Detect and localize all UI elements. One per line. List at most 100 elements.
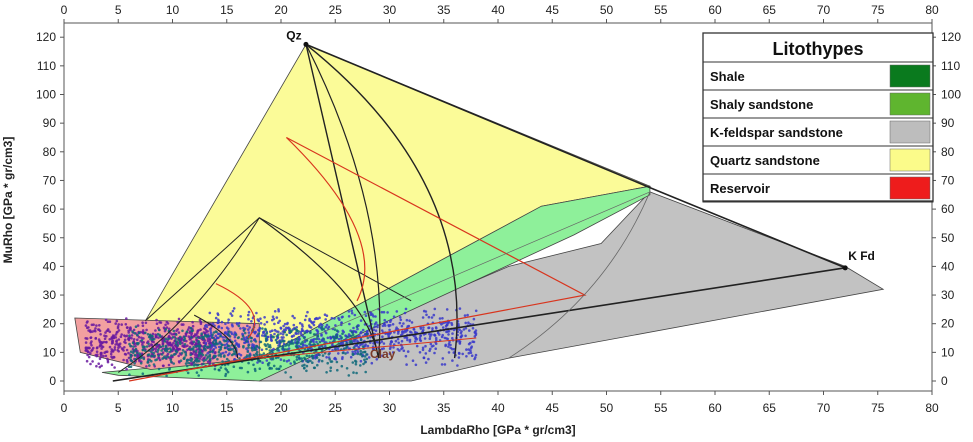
annotation-qz: Qz	[286, 28, 301, 42]
blue-data-point	[473, 357, 476, 361]
teal-data-point	[206, 357, 209, 360]
x-tick-label-top: 25	[329, 3, 343, 17]
teal-data-point	[217, 354, 220, 357]
teal-data-point	[299, 342, 303, 346]
teal-data-point	[185, 364, 189, 368]
legend-label: Shale	[710, 69, 745, 84]
blue-data-point	[403, 336, 407, 339]
blue-data-point	[421, 346, 425, 350]
purple-data-point	[88, 329, 92, 332]
x-tick-label-top: 60	[708, 3, 722, 17]
blue-data-point	[223, 343, 226, 347]
purple-data-point	[97, 338, 101, 341]
blue-data-point	[239, 315, 242, 318]
purple-data-point	[206, 337, 210, 341]
blue-data-point	[466, 313, 469, 317]
purple-data-point	[137, 335, 141, 339]
teal-data-point	[295, 328, 299, 332]
blue-data-point	[383, 322, 386, 326]
blue-data-point	[360, 330, 363, 334]
teal-data-point	[166, 355, 170, 359]
purple-data-point	[84, 324, 88, 327]
teal-data-point	[221, 360, 224, 363]
purple-data-point	[113, 366, 116, 369]
teal-data-point	[341, 332, 344, 336]
teal-data-point	[150, 350, 153, 354]
teal-data-point	[264, 344, 268, 348]
teal-data-point	[161, 344, 165, 348]
purple-data-point	[141, 343, 144, 347]
x-tick-label-bottom: 65	[763, 401, 777, 415]
blue-data-point	[456, 364, 459, 367]
blue-data-point	[241, 332, 244, 336]
teal-data-point	[251, 349, 254, 352]
teal-data-point	[226, 370, 230, 374]
purple-data-point	[106, 328, 110, 331]
teal-data-point	[129, 350, 133, 354]
blue-data-point	[256, 361, 259, 364]
teal-data-point	[129, 358, 133, 362]
blue-data-point	[448, 340, 451, 344]
blue-data-point	[303, 340, 307, 344]
teal-data-point	[183, 350, 186, 354]
blue-data-point	[233, 358, 237, 361]
teal-data-point	[198, 348, 202, 352]
purple-data-point	[167, 334, 171, 338]
x-tick-label-top: 20	[274, 3, 288, 17]
teal-data-point	[244, 356, 247, 359]
teal-data-point	[140, 339, 144, 342]
blue-data-point	[474, 329, 478, 332]
blue-data-point	[204, 341, 208, 345]
blue-data-point	[294, 331, 298, 335]
purple-data-point	[206, 339, 210, 343]
teal-data-point	[200, 332, 203, 336]
teal-data-point	[156, 332, 160, 336]
blue-data-point	[469, 346, 473, 350]
teal-data-point	[190, 329, 194, 333]
blue-data-point	[398, 321, 402, 325]
teal-data-point	[311, 354, 314, 358]
purple-data-point	[104, 354, 108, 358]
teal-data-point	[238, 366, 242, 370]
purple-data-point	[150, 343, 154, 347]
purple-data-point	[111, 349, 114, 353]
blue-data-point	[471, 340, 475, 344]
blue-data-point	[412, 327, 416, 331]
blue-data-point	[405, 363, 408, 366]
teal-data-point	[204, 348, 207, 352]
blue-data-point	[440, 335, 444, 339]
blue-data-point	[414, 340, 417, 343]
blue-data-point	[389, 342, 392, 346]
purple-data-point	[186, 328, 190, 331]
blue-data-point	[347, 315, 351, 318]
teal-data-point	[173, 353, 177, 356]
purple-data-point	[134, 344, 137, 348]
teal-data-point	[309, 359, 312, 363]
teal-data-point	[146, 361, 149, 364]
teal-data-point	[156, 350, 159, 354]
teal-data-point	[343, 347, 346, 350]
purple-data-point	[203, 339, 207, 342]
teal-data-point	[290, 329, 293, 333]
blue-data-point	[277, 321, 280, 325]
blue-data-point	[330, 316, 334, 320]
teal-data-point	[284, 371, 287, 374]
purple-data-point	[144, 321, 148, 325]
teal-data-point	[165, 374, 168, 378]
teal-data-point	[224, 367, 227, 371]
teal-data-point	[192, 340, 196, 344]
purple-data-point	[142, 337, 145, 340]
quartz-curve-outer	[305, 43, 458, 359]
blue-data-point	[395, 310, 399, 313]
purple-data-point	[141, 324, 145, 328]
teal-data-point	[203, 344, 207, 348]
teal-data-point	[335, 329, 339, 333]
purple-data-point	[104, 331, 107, 334]
teal-data-point	[311, 357, 315, 360]
blue-data-point	[263, 316, 266, 319]
blue-data-point	[445, 323, 449, 327]
purple-data-point	[161, 342, 165, 346]
teal-data-point	[252, 363, 255, 367]
blue-data-point	[441, 326, 445, 329]
blue-data-point	[316, 353, 319, 357]
